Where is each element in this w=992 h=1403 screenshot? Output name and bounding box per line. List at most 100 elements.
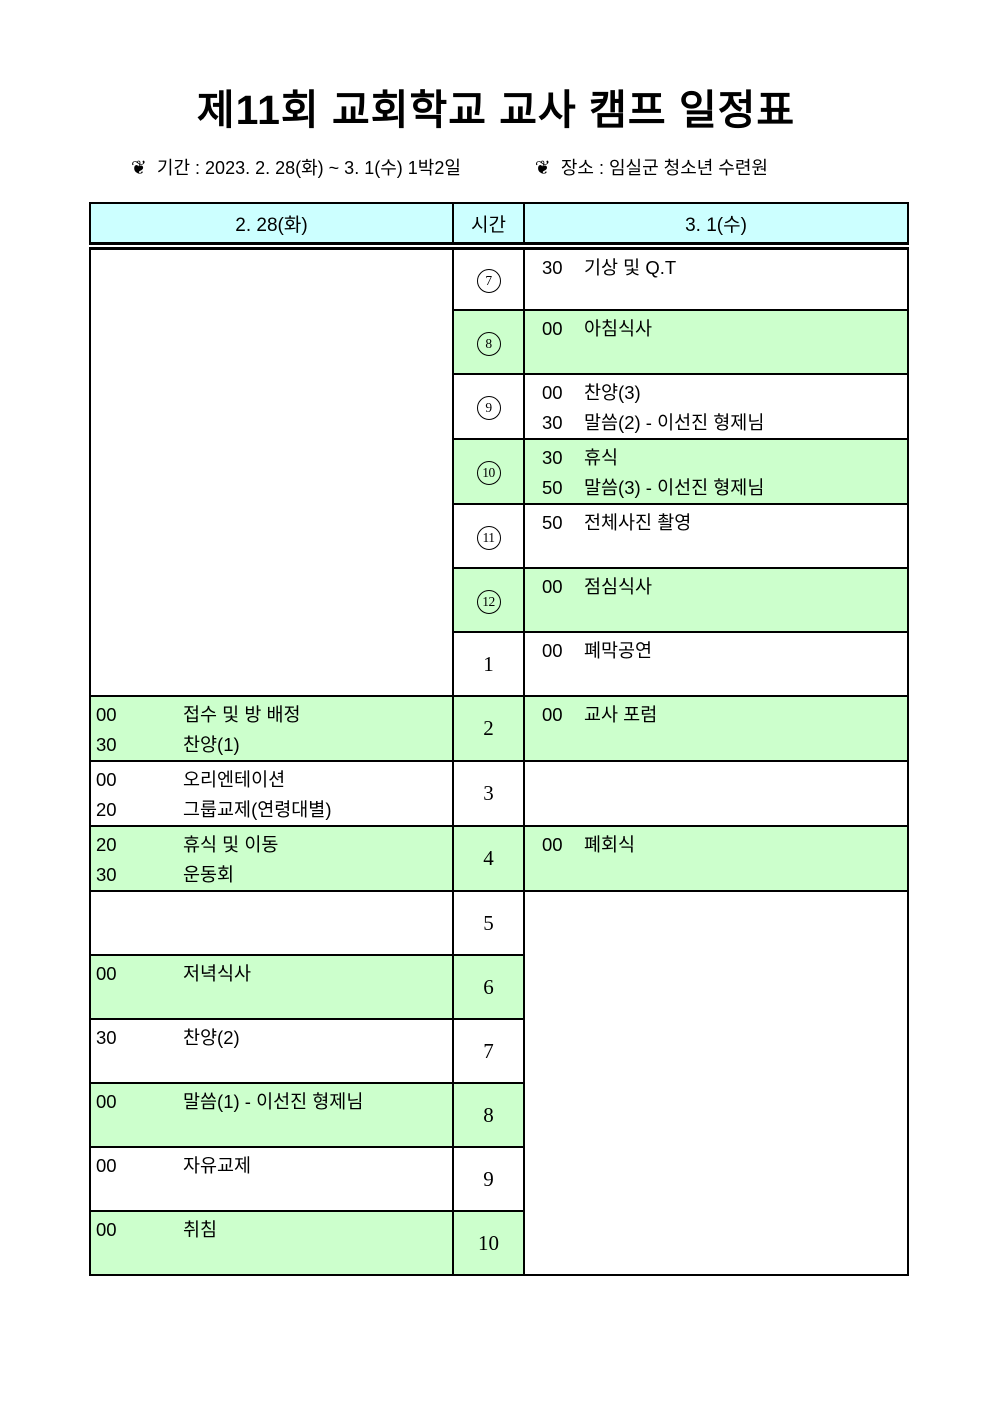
time-cell: 8 [452, 309, 525, 376]
event-line: 00 말씀(1) - 이선진 형제님 [92, 1087, 451, 1117]
time-cell: 10 [452, 1210, 525, 1277]
event-label: 폐막공연 [584, 640, 653, 662]
time-label: 10 [478, 1230, 499, 1255]
table-row: 00 자유교제 9 [89, 1146, 908, 1213]
time-cell: 5 [452, 890, 525, 957]
time-cell: 9 [452, 373, 525, 441]
event-label: 폐회식 [584, 834, 636, 856]
table-row: 20 휴식 및 이동 30 운동회 4 00 폐회식 [89, 825, 909, 893]
event-label: 접수 및 방 배정 [183, 704, 301, 726]
minute-label: 00 [96, 704, 117, 726]
minute-label: 20 [96, 799, 117, 821]
time-cell: 9 [452, 1146, 525, 1213]
event-line: 00 점심식사 [526, 572, 906, 602]
event-label: 말씀(2) - 이선진 형제님 [584, 412, 765, 434]
time-cell: 1 [452, 631, 525, 698]
table-row: 00 접수 및 방 배정 30 찬양(1) 2 00 교사 포럼 [89, 695, 909, 763]
time-label: 7 [483, 1038, 494, 1063]
event-line: 00 교사 포럼 [526, 700, 906, 730]
event-cell-feb28: 30 찬양(2) [89, 1018, 454, 1085]
place-text: 장소 : 임실군 청소년 수련원 [560, 158, 768, 179]
event-cell-feb28: 00 취침 [89, 1210, 454, 1277]
event-cell-mar1: 00 폐회식 [523, 825, 909, 893]
event-cell-feb28: 20 휴식 및 이동 30 운동회 [89, 825, 454, 893]
minute-label: 30 [96, 864, 117, 886]
minute-label: 00 [542, 576, 563, 598]
minute-label: 00 [96, 1219, 117, 1241]
time-cell: 11 [452, 503, 525, 570]
minute-label: 50 [542, 477, 563, 499]
event-line: 50 전체사진 촬영 [526, 508, 906, 538]
event-label: 찬양(1) [183, 734, 240, 756]
time-label: 6 [483, 974, 494, 999]
event-cell-feb28: 00 말씀(1) - 이선진 형제님 [89, 1082, 454, 1149]
minute-label: 00 [96, 963, 117, 985]
time-cell: 4 [452, 825, 525, 893]
floral-heart-icon: ❦ [534, 157, 551, 179]
minute-label: 30 [96, 1027, 117, 1049]
minute-label: 30 [542, 412, 563, 434]
header-time: 시간 [452, 202, 525, 248]
event-label: 말씀(1) - 이선진 형제님 [183, 1091, 364, 1113]
minute-label: 00 [542, 640, 563, 662]
minute-label: 00 [96, 769, 117, 791]
event-label: 오리엔테이션 [183, 769, 286, 791]
minute-label: 00 [96, 1091, 117, 1113]
minute-label: 50 [542, 512, 563, 534]
table-row: 00 취침 10 [89, 1210, 908, 1277]
event-line: 20 그룹교제(연령대별) [92, 795, 451, 824]
event-label: 기상 및 Q.T [584, 257, 677, 279]
table-row: 00 저녁식사 6 [89, 954, 908, 1021]
event-line: 30 찬양(1) [92, 730, 451, 759]
table-row: 5 [89, 890, 909, 1277]
event-line: 00 아침식사 [526, 314, 906, 344]
event-cell-feb28: 00 자유교제 [89, 1146, 454, 1213]
time-label: 3 [483, 781, 494, 806]
empty-cell-feb28-morning [89, 242, 454, 698]
time-cell: 3 [452, 760, 525, 828]
time-label: 2 [483, 716, 494, 741]
event-label: 저녁식사 [183, 963, 252, 985]
event-label: 그룹교제(연령대별) [183, 799, 332, 821]
minute-label: 00 [542, 834, 563, 856]
table-row: 10 30 휴식 50 말씀(3) - 이선진 형제님 [90, 438, 909, 506]
table-row: 8 00 아침식사 [90, 309, 909, 376]
event-line: 20 휴식 및 이동 [92, 830, 451, 860]
info-line: ❦ 기간 : 2023. 2. 28(화) ~ 3. 1(수) 1박2일 ❦ 장… [0, 155, 992, 181]
place-info: ❦ 장소 : 임실군 청소년 수련원 [535, 155, 768, 181]
event-label: 전체사진 촬영 [584, 512, 692, 534]
event-line: 00 폐막공연 [526, 636, 906, 666]
event-cell-mar1: 00 아침식사 [523, 309, 909, 376]
minute-label: 00 [96, 1155, 117, 1177]
time-label: 7 [476, 269, 501, 294]
event-line: 30 기상 및 Q.T [526, 254, 906, 283]
event-line: 30 찬양(2) [92, 1023, 451, 1053]
event-line: 00 오리엔테이션 [92, 765, 451, 795]
event-cell-mar1: 00 교사 포럼 [523, 695, 909, 763]
event-cell-mar1: 00 점심식사 [523, 567, 909, 634]
time-cell: 8 [452, 1082, 525, 1149]
header-feb28: 2. 28(화) [89, 202, 454, 248]
table-row: 9 00 찬양(3) 30 말씀(2) - 이선진 형제님 [90, 373, 909, 441]
table-row: 1 00 폐막공연 [90, 631, 909, 698]
time-label: 4 [483, 846, 494, 871]
minute-label: 00 [542, 704, 563, 726]
time-label: 8 [483, 1102, 494, 1127]
header-mar1: 3. 1(수) [523, 202, 909, 248]
time-cell: 2 [452, 695, 525, 763]
event-cell-mar1: 00 폐막공연 [523, 631, 909, 698]
table-row: 00 말씀(1) - 이선진 형제님 8 [89, 1082, 908, 1149]
event-cell-mar1: 50 전체사진 촬영 [523, 503, 909, 570]
time-cell: 6 [452, 954, 525, 1021]
time-label: 8 [476, 331, 501, 356]
event-line: 00 자유교제 [92, 1151, 451, 1181]
minute-label: 30 [96, 734, 117, 756]
minute-label: 30 [542, 257, 563, 279]
event-cell-mar1: 00 찬양(3) 30 말씀(2) - 이선진 형제님 [523, 373, 909, 441]
event-cell-feb28: 00 접수 및 방 배정 30 찬양(1) [89, 695, 454, 763]
event-label: 교사 포럼 [584, 704, 658, 726]
table-row: 30 찬양(2) 7 [89, 1018, 908, 1085]
minute-label: 00 [542, 382, 563, 404]
event-label: 말씀(3) - 이선진 형제님 [584, 477, 765, 499]
